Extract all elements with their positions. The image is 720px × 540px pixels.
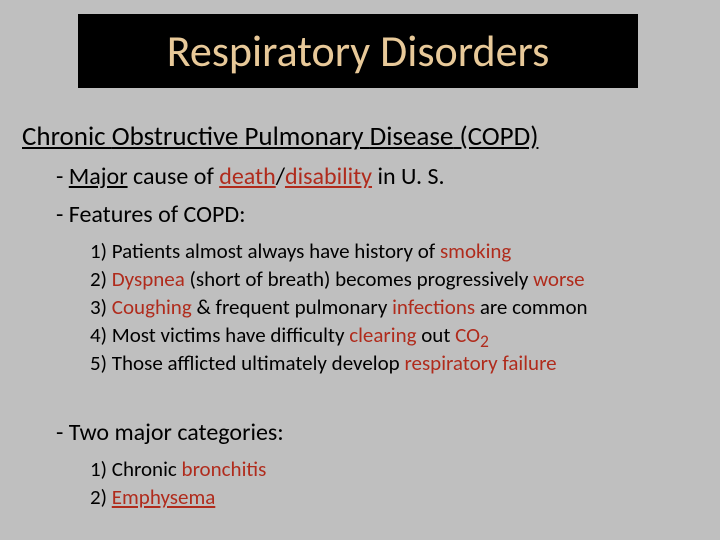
- subtitle-post: (COPD): [453, 120, 538, 153]
- b1-mid1: cause of: [128, 162, 220, 191]
- b1-post: in U. S.: [372, 162, 445, 191]
- bullet-features: - Features of COPD:: [56, 200, 246, 229]
- c2-pre: 2): [90, 484, 112, 510]
- b1-major: Major: [69, 162, 128, 191]
- f1-smoking: smoking: [440, 238, 511, 264]
- b1-slash: /: [276, 162, 285, 191]
- f3-post: are common: [475, 294, 588, 320]
- f3-coughing: Coughing: [112, 294, 192, 320]
- feature-1: 1) Patients almost always have history o…: [90, 238, 511, 265]
- f1-pre: 1) Patients almost always have history o…: [90, 238, 440, 264]
- subtitle-w3: Disease: [370, 120, 454, 153]
- b1-disability: disability: [285, 162, 372, 191]
- bullet-categories: - Two major categories:: [56, 418, 284, 447]
- f3-mid1: & frequent pulmonary: [192, 294, 392, 320]
- subtitle-w2: Pulmonary: [244, 120, 363, 153]
- feature-3: 3) Coughing & frequent pulmonary infecti…: [90, 294, 588, 321]
- f5-respfail: respiratory failure: [404, 350, 556, 376]
- category-2: 2) Emphysema: [90, 484, 215, 511]
- f5-pre: 5) Those afflicted ultimately develop: [90, 350, 404, 376]
- c1-pre: 1) Chronic: [90, 456, 182, 482]
- category-1: 1) Chronic bronchitis: [90, 456, 266, 483]
- subtitle-copd: Chronic Obstructive Pulmonary Disease (C…: [22, 120, 538, 153]
- subtitle-w1: Obstructive: [112, 120, 239, 153]
- f4-clearing: clearing: [349, 322, 416, 348]
- f4-pre: 4) Most victims have difficulty: [90, 322, 349, 348]
- feature-5: 5) Those afflicted ultimately develop re…: [90, 350, 557, 377]
- f2-worse: worse: [533, 266, 585, 292]
- f2-dyspnea: Dyspnea: [112, 266, 185, 292]
- bullet-major-cause: - Major cause of death/disability in U. …: [56, 162, 445, 191]
- b1-pre: -: [56, 162, 69, 191]
- f3-infections: infections: [392, 294, 475, 320]
- subtitle-pre: Chronic: [22, 120, 112, 153]
- f2-mid1: (short of breath) becomes progressively: [185, 266, 533, 292]
- c1-bronchitis: bronchitis: [182, 456, 267, 482]
- f4-mid1: out: [416, 322, 455, 348]
- slide-title: Respiratory Disorders: [167, 24, 550, 78]
- title-box: Respiratory Disorders: [78, 14, 638, 88]
- feature-4: 4) Most victims have difficulty clearing…: [90, 322, 489, 353]
- f3-pre: 3): [90, 294, 112, 320]
- feature-2: 2) Dyspnea (short of breath) becomes pro…: [90, 266, 585, 293]
- f4-sub2: 2: [480, 330, 489, 352]
- f2-pre: 2): [90, 266, 112, 292]
- b1-death: death: [219, 162, 275, 191]
- f4-co: CO: [455, 322, 480, 348]
- c2-emphysema: Emphysema: [112, 484, 216, 510]
